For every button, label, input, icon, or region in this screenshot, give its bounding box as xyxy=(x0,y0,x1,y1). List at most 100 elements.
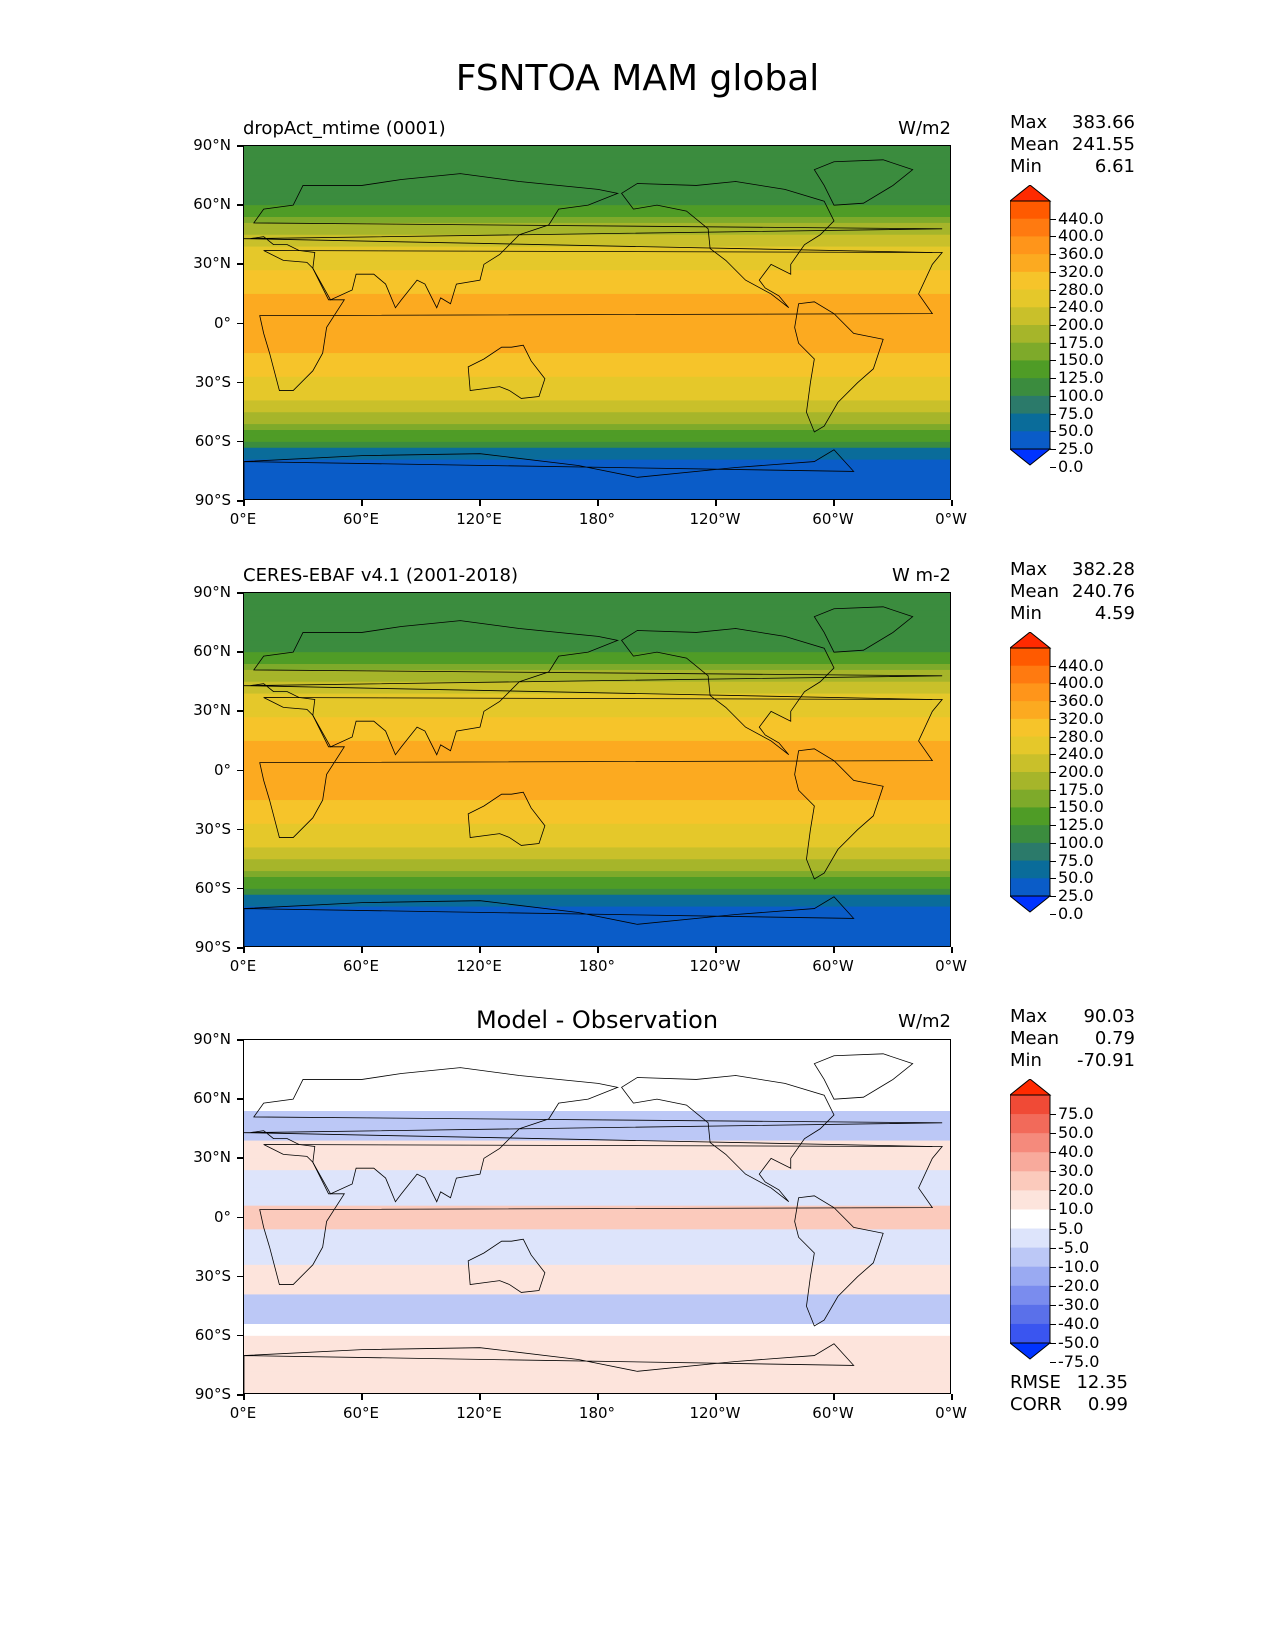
y-tick-label: 0° xyxy=(213,760,231,779)
field-band xyxy=(244,341,950,348)
colorbar-tick-label: 50.0 xyxy=(1058,868,1094,888)
field-band xyxy=(244,1264,950,1272)
x-tick xyxy=(361,947,363,953)
field-band xyxy=(244,652,950,659)
colorbar-tick xyxy=(1050,360,1056,362)
stat-row: Max 382.28 xyxy=(1010,559,1135,581)
colorbar-tick-label: 40.0 xyxy=(1058,1142,1094,1162)
colorbar-tick xyxy=(1050,1285,1056,1287)
field-band xyxy=(244,1300,950,1307)
stat-value: 382.28 xyxy=(1072,559,1135,580)
colorbar xyxy=(1010,185,1052,466)
stat-row: Mean 241.55 xyxy=(1010,134,1135,156)
field-band xyxy=(244,610,950,618)
colorbar-segment xyxy=(1010,701,1050,720)
y-tick-label: 90°S xyxy=(194,491,231,509)
colorbar-tick xyxy=(1050,754,1056,756)
coastline xyxy=(467,1238,546,1293)
colorbar-tick-label: 75.0 xyxy=(1058,403,1094,423)
colorbar-segment xyxy=(1010,413,1050,432)
colorbar-tick-label: 240.0 xyxy=(1058,744,1104,764)
colorbar-tick-label: -30.0 xyxy=(1058,1294,1100,1314)
field-band xyxy=(244,489,950,496)
units-label: W/m2 xyxy=(898,118,951,139)
stat-value: -70.91 xyxy=(1076,1050,1135,1071)
field-band xyxy=(244,418,950,425)
field-band xyxy=(244,930,950,937)
colorbar-segment xyxy=(1010,1266,1050,1287)
field-band xyxy=(244,1099,950,1106)
field-band xyxy=(244,1087,950,1094)
y-tick xyxy=(237,769,243,771)
field-band xyxy=(244,151,950,159)
colorbar-tick xyxy=(1050,878,1056,880)
field-band xyxy=(244,711,950,718)
y-tick-label: 60°N xyxy=(193,1089,231,1108)
colorbar-tick xyxy=(1050,842,1056,844)
field-band xyxy=(244,483,950,490)
x-tick xyxy=(361,500,363,506)
field-band xyxy=(244,217,950,224)
colorbar-tick-label: 25.0 xyxy=(1058,439,1094,458)
y-tick xyxy=(237,651,243,653)
x-tick-label: 120°E xyxy=(456,1404,502,1422)
y-tick xyxy=(237,1098,243,1100)
colorbar-segment xyxy=(1010,218,1050,237)
colorbar-tick-label: 175.0 xyxy=(1058,779,1104,799)
field-band xyxy=(244,1270,950,1278)
x-tick-label: 120°W xyxy=(689,957,741,975)
colorbar-tick xyxy=(1050,1323,1056,1325)
x-tick-label: 60°W xyxy=(812,1404,854,1422)
x-tick xyxy=(243,500,245,506)
coastline xyxy=(813,159,914,206)
colorbar-tick xyxy=(1050,825,1056,827)
colorbar-segment xyxy=(1010,1228,1050,1249)
coastline xyxy=(244,1343,855,1393)
colorbar-tick-label: -5.0 xyxy=(1058,1237,1090,1257)
colorbar-tick-label: 280.0 xyxy=(1058,279,1104,299)
colorbar-tick xyxy=(1050,718,1056,720)
field-band xyxy=(244,1176,950,1183)
field-band xyxy=(244,258,950,265)
field-band xyxy=(244,640,950,647)
field-band xyxy=(244,199,950,206)
colorbar-segment xyxy=(1010,431,1050,450)
colorbar-segment xyxy=(1010,1171,1050,1191)
y-tick-label: 30°N xyxy=(193,1148,231,1167)
colorbar-tick xyxy=(1050,1362,1056,1364)
stat-label: Max xyxy=(1010,1006,1048,1027)
stat-label: CORR xyxy=(1010,1394,1062,1415)
colorbar-tick-label: 400.0 xyxy=(1058,673,1104,693)
colorbar-segment xyxy=(1010,1152,1050,1172)
field-band xyxy=(244,495,950,499)
y-tick xyxy=(237,381,243,384)
colorbar-tick xyxy=(1050,254,1056,256)
field-band xyxy=(244,717,950,724)
coastline xyxy=(244,449,855,499)
field-band xyxy=(244,1164,950,1171)
field-band xyxy=(244,1140,950,1148)
colorbar-segment xyxy=(1010,1323,1050,1344)
y-tick xyxy=(237,1334,243,1337)
colorbar-labels: 440.0 400.0 360.0 320.0 280.0 240.0 200.0 175.0… xyxy=(1050,185,1138,474)
field-band xyxy=(244,163,950,171)
x-tick-label: 60°W xyxy=(812,510,854,528)
field-band xyxy=(244,806,950,813)
stat-label: Max xyxy=(1010,112,1048,133)
colorbar-tick-label: 175.0 xyxy=(1058,332,1104,352)
y-tick xyxy=(237,440,243,443)
field-band xyxy=(244,859,950,866)
field-band xyxy=(244,1146,950,1154)
colorbar-segment xyxy=(1010,736,1050,755)
field-band xyxy=(244,1324,950,1331)
y-tick-label: 90°S xyxy=(194,1385,231,1403)
colorbar-segment xyxy=(1010,825,1050,844)
colorbar-tick xyxy=(1050,325,1056,326)
y-tick xyxy=(237,1157,243,1159)
colorbar-tick-label: 440.0 xyxy=(1058,208,1104,228)
x-tick-label: 120°W xyxy=(689,510,741,528)
field-band xyxy=(244,288,950,295)
field-band xyxy=(244,823,950,831)
colorbar-tick xyxy=(1050,860,1056,862)
y-tick-label: 90°N xyxy=(193,1030,231,1048)
